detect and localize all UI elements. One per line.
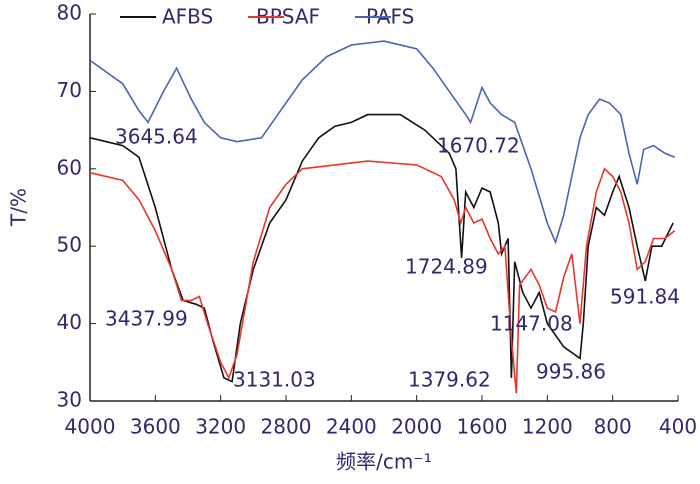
y-tick-label: 40 <box>57 310 82 334</box>
y-tick-label: 50 <box>57 233 82 257</box>
x-tick-label: 3600 <box>130 415 181 439</box>
x-tick-label: 2800 <box>261 415 312 439</box>
series-line <box>89 40 675 245</box>
x-tick-label: 1600 <box>457 415 508 439</box>
y-tick-label: 80 <box>57 1 82 25</box>
x-tick-label: 3200 <box>195 415 246 439</box>
y-tick-label: 30 <box>57 388 82 412</box>
y-tick-label: 60 <box>57 155 82 179</box>
peak-annotation: 1670.72 <box>437 134 520 158</box>
x-axis-label: 频率/cm⁻¹ <box>336 450 432 474</box>
y-axis-label: T/% <box>7 188 31 227</box>
x-tick-label: 2000 <box>391 415 442 439</box>
legend-label: AFBS <box>162 5 213 29</box>
peak-annotation: 591.84 <box>610 285 680 309</box>
peak-annotation: 3131.03 <box>233 368 316 392</box>
x-tick-label: 800 <box>594 415 632 439</box>
series-line <box>89 113 674 383</box>
x-tick-label: 1200 <box>522 415 573 439</box>
peak-annotation: 3645.64 <box>115 125 198 149</box>
y-tick-label: 70 <box>57 78 82 102</box>
peak-annotation: 1379.62 <box>408 368 491 392</box>
peak-annotation: 1724.89 <box>405 255 488 279</box>
x-tick-label: 4000 <box>65 415 116 439</box>
peak-annotation: 3437.99 <box>105 307 188 331</box>
peak-annotation: 1147.08 <box>490 312 573 336</box>
series-line <box>89 160 676 394</box>
x-tick-label: 2400 <box>326 415 377 439</box>
peak-annotation: 995.86 <box>536 360 606 384</box>
x-tick-label: 400 <box>659 415 697 439</box>
